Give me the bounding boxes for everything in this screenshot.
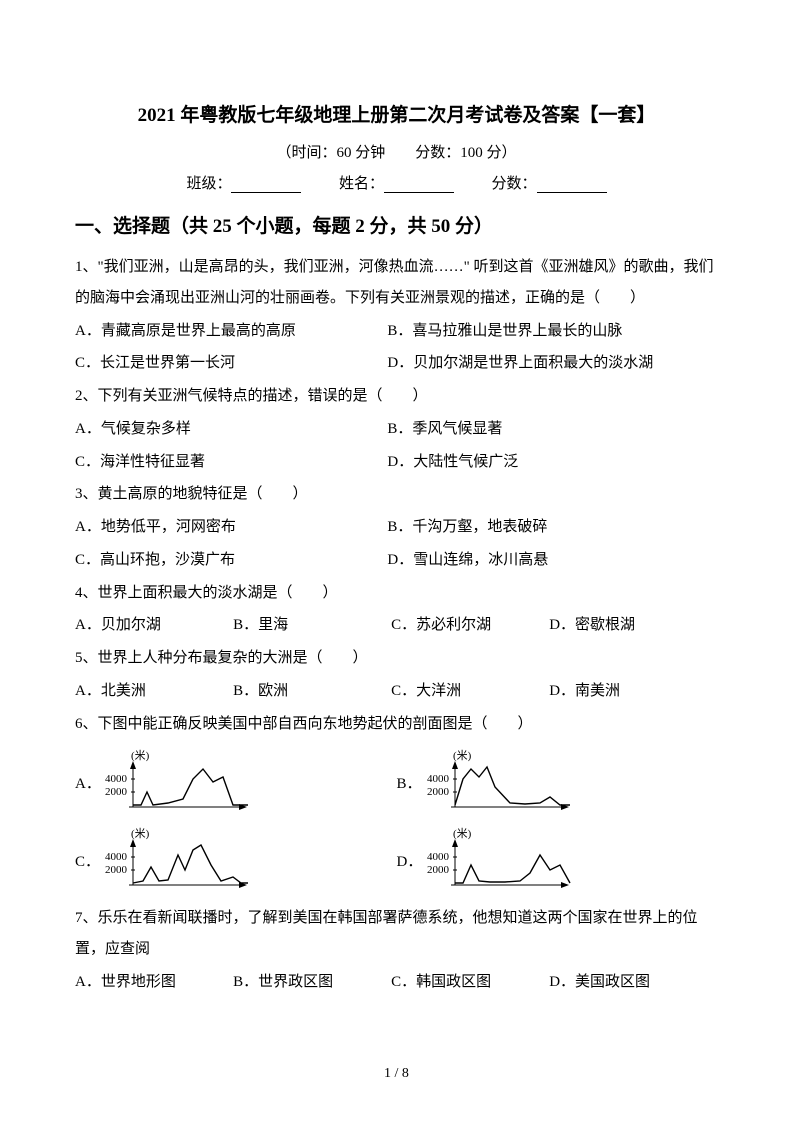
- name-blank[interactable]: [384, 175, 454, 193]
- q7-opt-d: D．美国政区图: [549, 967, 703, 998]
- q6-label-b: B．: [397, 772, 421, 793]
- svg-text:4000: 4000: [105, 773, 128, 785]
- svg-text:2000: 2000: [427, 864, 450, 876]
- q5-opt-a: A．北美洲: [75, 676, 229, 707]
- section-1-header: 一、选择题（共 25 个小题，每题 2 分，共 50 分）: [75, 211, 718, 238]
- q1-text: 1、"我们亚洲，山是高昂的头，我们亚洲，河像热血流……" 听到这首《亚洲雄风》的…: [75, 252, 718, 314]
- svg-text:2000: 2000: [427, 786, 450, 798]
- q5-text: 5、世界上人种分布最复杂的大洲是（ ）: [75, 643, 718, 674]
- score-blank[interactable]: [537, 175, 607, 193]
- name-label: 姓名：: [339, 176, 384, 192]
- q6-chart-row-2: C． (米) 4000 2000 D． (米) 4000 2000: [75, 825, 718, 895]
- q7-opt-c: C．韩国政区图: [391, 967, 545, 998]
- q2-text: 2、下列有关亚洲气候特点的描述，错误的是（ ）: [75, 381, 718, 412]
- q6-chart-b: (米) 4000 2000: [425, 747, 585, 817]
- q4-opt-d: D．密歇根湖: [549, 610, 703, 641]
- q1-opt-d: D．贝加尔湖是世界上面积最大的淡水湖: [387, 348, 696, 379]
- q4-opt-a: A．贝加尔湖: [75, 610, 229, 641]
- q4-opt-b: B．里海: [233, 610, 387, 641]
- q6-text: 6、下图中能正确反映美国中部自西向东地势起伏的剖面图是（ ）: [75, 709, 718, 740]
- q6-label-d: D．: [397, 850, 421, 871]
- svg-text:4000: 4000: [105, 851, 128, 863]
- exam-title: 2021 年粤教版七年级地理上册第二次月考试卷及答案【一套】: [75, 100, 718, 127]
- q3-text: 3、黄土高原的地貌特征是（ ）: [75, 479, 718, 510]
- q7-opt-b: B．世界政区图: [233, 967, 387, 998]
- svg-text:2000: 2000: [105, 864, 128, 876]
- q3-opt-a: A．地势低平，河网密布: [75, 512, 384, 543]
- q6-label-c: C．: [75, 850, 99, 871]
- q3-opt-b: B．千沟万壑，地表破碎: [387, 512, 696, 543]
- q2-opt-c: C．海洋性特征显著: [75, 447, 384, 478]
- class-blank[interactable]: [231, 175, 301, 193]
- q1-opt-a: A．青藏高原是世界上最高的高原: [75, 316, 384, 347]
- svg-text:(米): (米): [453, 827, 472, 840]
- q2-opt-a: A．气候复杂多样: [75, 414, 384, 445]
- q6-chart-c: (米) 4000 2000: [103, 825, 263, 895]
- class-label: 班级：: [186, 176, 231, 192]
- q5-opt-b: B．欧洲: [233, 676, 387, 707]
- q2-opt-d: D．大陆性气候广泛: [387, 447, 696, 478]
- q6-chart-d: (米) 4000 2000: [425, 825, 585, 895]
- svg-text:(米): (米): [131, 749, 150, 762]
- q7-text: 7、乐乐在看新闻联播时，了解到美国在韩国部署萨德系统，他想知道这两个国家在世界上…: [75, 903, 718, 965]
- q7-opt-a: A．世界地形图: [75, 967, 229, 998]
- svg-text:2000: 2000: [105, 786, 128, 798]
- q5-opt-d: D．南美洲: [549, 676, 703, 707]
- q3-opt-c: C．高山环抱，沙漠广布: [75, 545, 384, 576]
- q1-opt-c: C．长江是世界第一长河: [75, 348, 384, 379]
- score-label: 分数：: [492, 176, 537, 192]
- student-info-line: 班级： 姓名： 分数：: [75, 172, 718, 193]
- q4-text: 4、世界上面积最大的淡水湖是（ ）: [75, 578, 718, 609]
- page-number: 1 / 8: [0, 1066, 793, 1082]
- q5-opt-c: C．大洋洲: [391, 676, 545, 707]
- q3-opt-d: D．雪山连绵，冰川高悬: [387, 545, 696, 576]
- q6-label-a: A．: [75, 772, 99, 793]
- q6-chart-row-1: A． (米) 4000 2000 B． (米) 4000 2000: [75, 747, 718, 817]
- svg-text:4000: 4000: [427, 851, 450, 863]
- svg-text:(米): (米): [453, 749, 472, 762]
- q2-opt-b: B．季风气候显著: [387, 414, 696, 445]
- svg-text:4000: 4000: [427, 773, 450, 785]
- svg-text:(米): (米): [131, 827, 150, 840]
- q1-opt-b: B．喜马拉雅山是世界上最长的山脉: [387, 316, 696, 347]
- q4-opt-c: C．苏必利尔湖: [391, 610, 545, 641]
- q6-chart-a: (米) 4000 2000: [103, 747, 263, 817]
- exam-subtitle: （时间：60 分钟 分数：100 分）: [75, 141, 718, 162]
